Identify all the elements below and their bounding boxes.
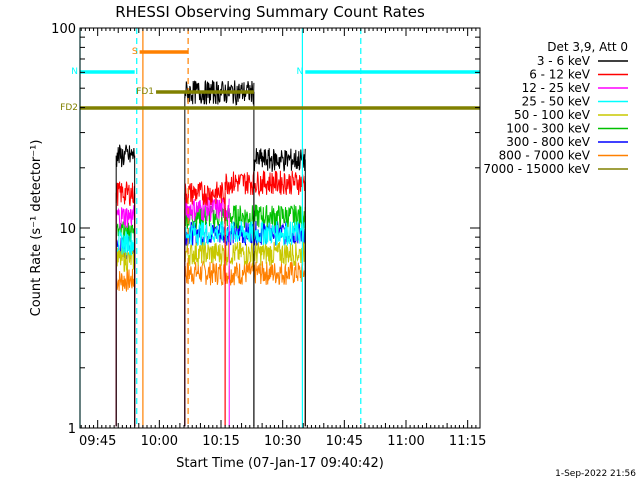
footer-timestamp: 1-Sep-2022 21:56: [555, 469, 636, 479]
x-tick-label-7: 11:15: [449, 434, 486, 449]
legend-header: Det 3,9, Att 0: [547, 40, 628, 54]
legend-label-5: 50 - 100 keV: [514, 108, 591, 122]
series-trace-8-segment-1: [115, 267, 135, 292]
x-tick-label-4: 10:30: [264, 434, 301, 449]
flag-label-4: FD1: [136, 87, 154, 97]
flag-label-3: N: [297, 67, 304, 77]
legend-label-2: 6 - 12 keV: [529, 68, 591, 82]
series-trace-3-segment-2: [184, 196, 230, 222]
x-tick-label-2: 10:00: [141, 434, 178, 449]
flag-label-5: FD2: [60, 103, 78, 113]
x-axis-label: Start Time (07-Jan-17 09:40:42): [176, 456, 384, 471]
flag-label-1: S: [132, 47, 138, 57]
series-trace-3-segment-1: [115, 205, 135, 229]
series-trace-2-segment-2: [184, 180, 226, 206]
chart-title: RHESSI Observing Summary Count Rates: [115, 3, 425, 21]
legend-label-7: 300 - 800 keV: [506, 135, 590, 149]
legend-label-4: 25 - 50 keV: [522, 95, 591, 109]
x-tick-label-1: 09:45: [79, 434, 116, 449]
flag-label-2: N: [71, 67, 78, 77]
legend-label-3: 12 - 25 keV: [522, 81, 591, 95]
series-trace-2-segment-3: [224, 170, 306, 197]
series-trace-5-segment-2: [184, 241, 306, 267]
plot-area: S N N FD1 FD2: [60, 28, 480, 428]
x-tick-label-3: 10:15: [202, 434, 239, 449]
x-tick-label-6: 11:00: [387, 434, 424, 449]
axes: 09:45 10:00 10:15 10:30 10:45 11:00 11:15 1 10 10…: [51, 22, 486, 449]
series-trace-6-segment-2: [184, 204, 306, 230]
series-trace-4-segment-1: [115, 229, 135, 256]
series-trace-1-segment-1: [115, 144, 135, 168]
legend-label-9: 7000 - 15000 keV: [483, 162, 590, 176]
series-trace-2-segment-1: [115, 181, 135, 207]
series-trace-8-segment-2: [184, 260, 306, 287]
y-axis-label: Count Rate (s⁻¹ detector⁻¹): [29, 140, 44, 317]
y-tick-label-1: 1: [68, 422, 76, 437]
legend-label-8: 800 - 7000 keV: [499, 149, 591, 163]
y-tick-label-3: 100: [51, 22, 76, 37]
legend-label-1: 3 - 6 keV: [537, 54, 591, 68]
series-trace-4-segment-2: [184, 220, 306, 247]
legend-label-6: 100 - 300 keV: [506, 122, 590, 136]
x-tick-label-5: 10:45: [326, 434, 363, 449]
series-trace-1-segment-3: [253, 148, 306, 172]
y-tick-label-2: 10: [59, 222, 76, 237]
